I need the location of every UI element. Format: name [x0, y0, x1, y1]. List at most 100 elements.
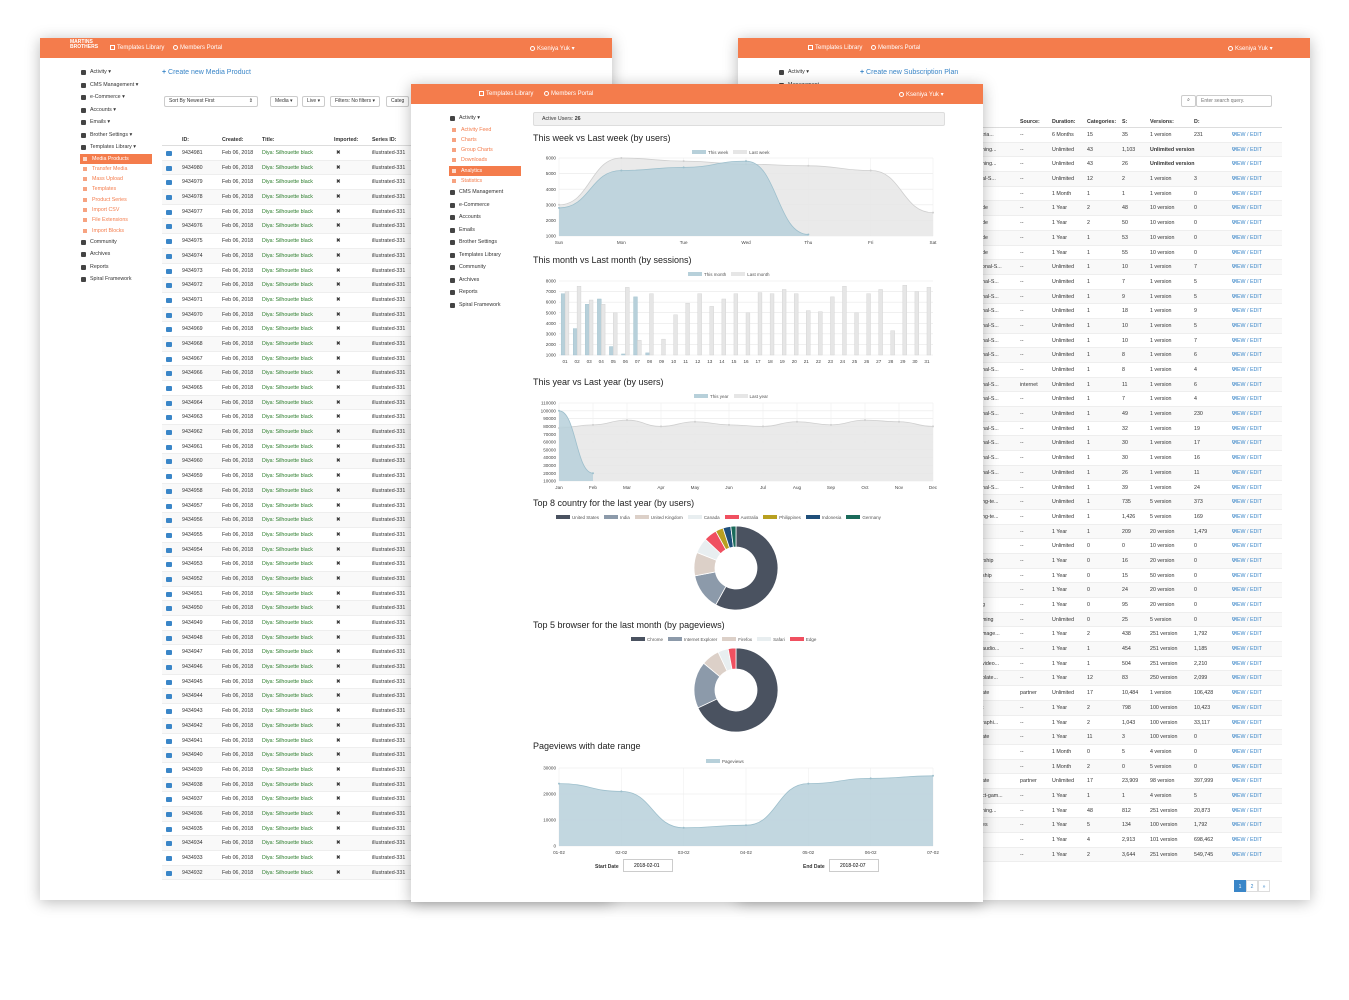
- table-row[interactable]: 9434941 Feb 06, 2018 Diya: Silhouette blac…: [162, 734, 412, 749]
- sidebar-item[interactable]: Brother Settings ▾: [80, 129, 152, 142]
- table-row[interactable]: nal-S... -- Unlimited 1 8 1 version 6 ⟳ VIEW / …: [982, 348, 1282, 363]
- table-row[interactable]: ning... -- Unlimited 43 1,103 Unlimited versi…: [982, 142, 1282, 158]
- legend-label[interactable]: Last week: [749, 150, 770, 155]
- bar[interactable]: [745, 312, 751, 356]
- table-row[interactable]: 9434974 Feb 06, 2018 Diya: Silhouette blac…: [162, 248, 412, 264]
- column-header[interactable]: S:: [1122, 119, 1128, 125]
- start-date-input[interactable]: [623, 859, 673, 872]
- table-row[interactable]: 9434942 Feb 06, 2018 Diya: Silhouette blac…: [162, 718, 412, 734]
- table-row[interactable]: 9434976 Feb 06, 2018 Diya: Silhouette blac…: [162, 219, 412, 235]
- data-point[interactable]: [869, 169, 872, 172]
- table-row[interactable]: 9434972 Feb 06, 2018 Diya: Silhouette blac…: [162, 278, 412, 293]
- data-point[interactable]: [694, 420, 696, 423]
- bar[interactable]: [601, 304, 606, 356]
- table-row[interactable]: video... -- 1 Year 1 504 251 version 2,210 ⟳ VI…: [982, 657, 1282, 672]
- search-button[interactable]: ⌕: [1181, 95, 1196, 107]
- nav-templates-library[interactable]: Templates Library: [110, 45, 164, 51]
- table-row[interactable]: 9434952 Feb 06, 2018 Diya: Silhouette blac…: [162, 571, 412, 587]
- bar[interactable]: [649, 293, 654, 356]
- sidebar-item[interactable]: Templates Library: [449, 249, 521, 262]
- filters-dropdown[interactable]: Filters: No filters ▾: [330, 96, 381, 107]
- cell-title[interactable]: Diya: Silhouette black: [262, 429, 313, 436]
- legend-label[interactable]: India: [620, 515, 630, 520]
- sort-select[interactable]: Sort By Newest First ⇕: [164, 96, 258, 107]
- sidebar-item[interactable]: CMS Management: [449, 186, 521, 199]
- bar[interactable]: [914, 291, 919, 356]
- bar[interactable]: [573, 328, 578, 356]
- sidebar-item[interactable]: Accounts ▾: [80, 104, 152, 117]
- sidebar-subitem[interactable]: Import Blocks: [80, 226, 152, 236]
- bar[interactable]: [685, 303, 690, 356]
- cell-title[interactable]: Diya: Silhouette black: [262, 194, 313, 201]
- data-point[interactable]: [898, 420, 900, 423]
- sidebar-item[interactable]: Community: [449, 261, 521, 274]
- legend-label[interactable]: Last month: [747, 272, 770, 277]
- table-row[interactable]: 9434949 Feb 06, 2018 Diya: Silhouette blac…: [162, 616, 412, 631]
- table-row[interactable]: ng-te... -- Unlimited 1 735 5 version 373 ⟳ VIE…: [982, 495, 1282, 510]
- table-row[interactable]: raphi... -- 1 Year 2 1,043 100 version 33,117 ⟳…: [982, 716, 1282, 731]
- legend-label[interactable]: Australia: [740, 515, 759, 520]
- cell-title[interactable]: Diya: Silhouette black: [262, 282, 313, 289]
- media-filter[interactable]: Media ▾: [270, 96, 298, 107]
- legend-label[interactable]: Philippines: [779, 515, 801, 520]
- cell-title[interactable]: Diya: Silhouette black: [262, 825, 313, 832]
- table-row[interactable]: rship -- 1 Year 0 16 20 version 0 ⟳ VIEW / EDIT: [982, 553, 1282, 569]
- legend-label[interactable]: Canada: [703, 515, 720, 520]
- table-row[interactable]: -- Unlimited 0 0 10 version 0 ⟳ VIEW / EDIT: [982, 539, 1282, 554]
- data-point[interactable]: [807, 233, 810, 236]
- legend-label[interactable]: This week: [708, 150, 729, 155]
- table-row[interactable]: 9434968 Feb 06, 2018 Diya: Silhouette blac…: [162, 336, 412, 352]
- table-row[interactable]: 9434933 Feb 06, 2018 Diya: Silhouette blac…: [162, 851, 412, 866]
- sidebar-subitem[interactable]: Analytics: [449, 165, 521, 176]
- data-point[interactable]: [682, 160, 685, 163]
- table-row[interactable]: plate... -- 1 Year 12 83 250 version 2,099 ⟳ VI…: [982, 671, 1282, 687]
- table-row[interactable]: 9434940 Feb 06, 2018 Diya: Silhouette blac…: [162, 748, 412, 763]
- table-row[interactable]: 9434956 Feb 06, 2018 Diya: Silhouette blac…: [162, 513, 412, 528]
- bar[interactable]: [661, 338, 666, 356]
- table-row[interactable]: 9434963 Feb 06, 2018 Diya: Silhouette blac…: [162, 410, 412, 426]
- table-row[interactable]: 9434957 Feb 06, 2018 Diya: Silhouette blac…: [162, 499, 412, 514]
- cell-title[interactable]: Diya: Silhouette black: [262, 179, 313, 186]
- bar[interactable]: [697, 293, 702, 356]
- sidebar-item[interactable]: Activity ▾: [449, 112, 521, 125]
- table-row[interactable]: ate -- 1 Year 11 3 100 version 0 ⟳ VIEW / EDIT: [982, 730, 1282, 745]
- bar[interactable]: [890, 330, 895, 356]
- bar[interactable]: [794, 293, 799, 356]
- bar[interactable]: [621, 353, 626, 356]
- data-point[interactable]: [558, 409, 560, 412]
- table-row[interactable]: 9434947 Feb 06, 2018 Diya: Silhouette blac…: [162, 645, 412, 661]
- sidebar-item[interactable]: e-Commerce ▾: [80, 91, 152, 104]
- table-row[interactable]: -- 1 Year 1 209 20 version 1,479 ⟳ VIEW / EDIT: [982, 524, 1282, 540]
- table-row[interactable]: de -- 1 Year 2 50 10 version 0 ⟳ VIEW / EDIT: [982, 216, 1282, 231]
- legend-label[interactable]: This month: [704, 272, 727, 277]
- table-row[interactable]: -- 1 Month 1 1 1 version 0 ⟳ VIEW / EDIT: [982, 187, 1282, 202]
- table-row[interactable]: 9434934 Feb 06, 2018 Diya: Silhouette blac…: [162, 836, 412, 851]
- cell-title[interactable]: Diya: Silhouette black: [262, 737, 313, 744]
- bar[interactable]: [866, 293, 871, 356]
- table-row[interactable]: ning... -- Unlimited 43 26 Unlimited version ⟳…: [982, 157, 1282, 173]
- table-row[interactable]: 9434975 Feb 06, 2018 Diya: Silhouette blac…: [162, 234, 412, 249]
- nav-members-portal[interactable]: Members Portal: [871, 45, 920, 51]
- cell-title[interactable]: Diya: Silhouette black: [262, 840, 313, 847]
- sidebar-subitem[interactable]: Charts: [449, 135, 521, 145]
- bar[interactable]: [769, 293, 775, 356]
- table-row[interactable]: 9434936 Feb 06, 2018 Diya: Silhouette blac…: [162, 806, 412, 822]
- column-header[interactable]: Source:: [1020, 119, 1040, 125]
- cell-title[interactable]: Diya: Silhouette black: [262, 781, 313, 788]
- cell-title[interactable]: Diya: Silhouette black: [262, 796, 313, 803]
- table-row[interactable]: nal-S... -- Unlimited 1 18 1 version 9 ⟳ VIEW /…: [982, 304, 1282, 319]
- table-row[interactable]: 9434958 Feb 06, 2018 Diya: Silhouette blac…: [162, 483, 412, 499]
- pie-slice[interactable]: [727, 647, 737, 670]
- bar[interactable]: [709, 306, 714, 356]
- table-row[interactable]: nal-S... -- Unlimited 1 32 1 version 19 ⟳ VIEW …: [982, 422, 1282, 437]
- table-row[interactable]: nal-S... -- Unlimited 1 30 1 version 17 ⟳ VIEW …: [982, 436, 1282, 452]
- page-button[interactable]: 1: [1234, 880, 1246, 892]
- table-row[interactable]: nal-S... -- Unlimited 1 10 1 version 5 ⟳ VIEW /…: [982, 318, 1282, 334]
- bar[interactable]: [854, 312, 859, 356]
- table-row[interactable]: 9434967 Feb 06, 2018 Diya: Silhouette blac…: [162, 352, 412, 367]
- column-header[interactable]: Title:: [262, 137, 275, 143]
- bar[interactable]: [637, 340, 642, 356]
- sidebar-item[interactable]: Spiral Framework: [80, 273, 152, 286]
- cell-title[interactable]: Diya: Silhouette black: [262, 267, 313, 274]
